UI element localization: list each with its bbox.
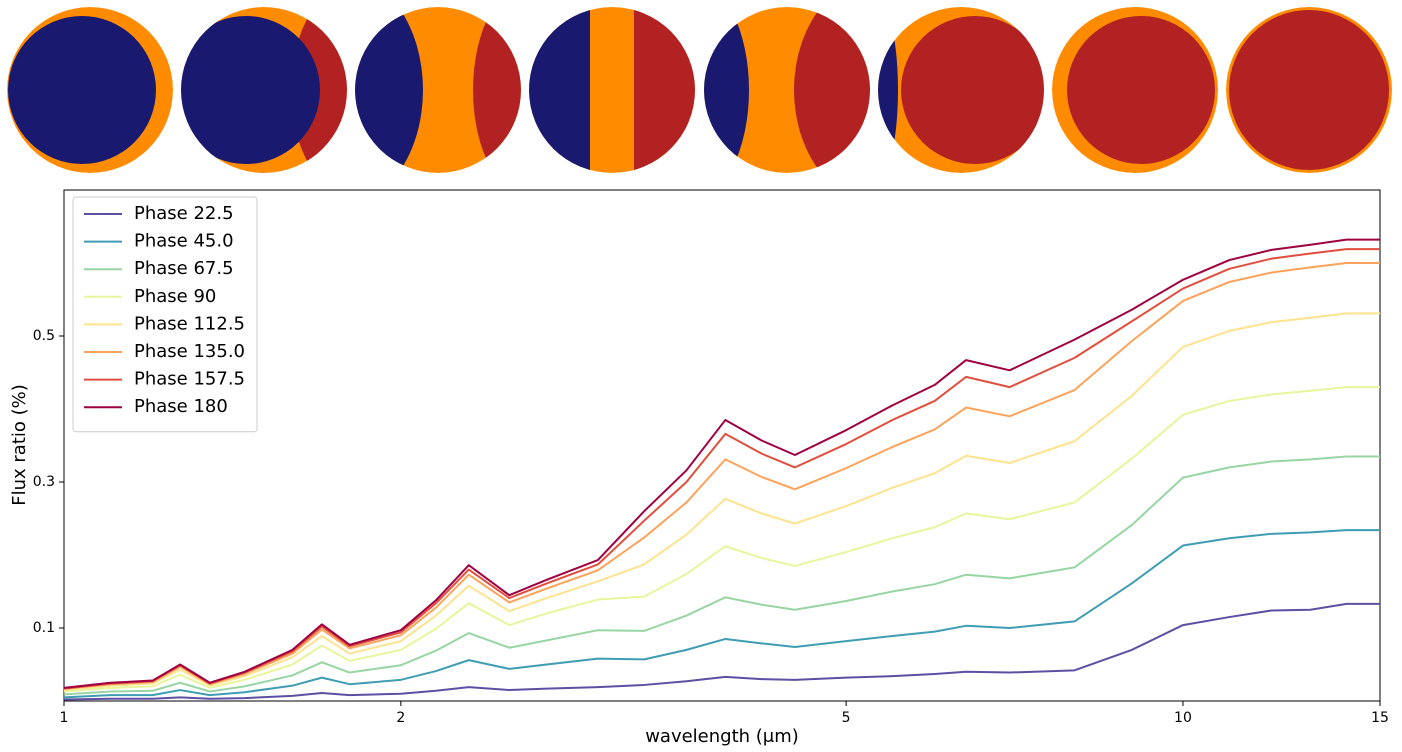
phase-disk [7, 7, 173, 173]
x-axis-label: wavelength (μm) [645, 726, 799, 747]
y-axis-label: Flux ratio (%) [9, 384, 30, 506]
disk-region [1229, 10, 1389, 170]
x-tick-label: 1 [60, 710, 69, 726]
disk-region [8, 16, 156, 164]
disk-region [901, 16, 1044, 164]
legend-label: Phase 180 [134, 396, 228, 417]
disk-region [181, 16, 320, 164]
legend-label: Phase 135.0 [134, 341, 245, 362]
series-line [63, 312, 1380, 692]
disk-region [1067, 16, 1215, 164]
legend-label: Phase 67.5 [134, 258, 234, 279]
series-line [63, 529, 1380, 699]
x-tick-label: 15 [1371, 710, 1389, 726]
series-line [63, 248, 1380, 690]
x-tick-label: 2 [396, 710, 405, 726]
disk-region [794, 7, 870, 173]
legend-label: Phase 157.5 [134, 369, 245, 390]
y-tick-label: 0.1 [33, 620, 55, 636]
disk-region [634, 7, 695, 173]
plot-frame [63, 189, 1381, 702]
phase-disk [181, 7, 347, 173]
phase-disk [529, 7, 695, 173]
phase-disk [1052, 7, 1218, 173]
series-line [63, 455, 1380, 696]
phase-disk [1226, 7, 1392, 173]
legend-label: Phase 22.5 [134, 203, 234, 224]
legend-label: Phase 45.0 [134, 231, 234, 252]
x-tick-label: 10 [1174, 710, 1192, 726]
y-tick-label: 0.3 [33, 474, 55, 490]
disk-region [291, 7, 347, 173]
disk-region [355, 7, 423, 173]
series-line [63, 602, 1380, 701]
legend-label: Phase 90 [134, 286, 216, 307]
series-line [63, 262, 1380, 690]
disk-region [529, 7, 590, 173]
legend: Phase 22.5 Phase 45.0 Phase 67.5 Phase 90 Ph… [72, 196, 258, 433]
legend-label: Phase 112.5 [134, 313, 245, 334]
series-line [63, 386, 1380, 693]
series-line [63, 238, 1380, 689]
phase-illustrations [7, 7, 1392, 173]
y-tick-label: 0.5 [33, 328, 55, 344]
x-tick-label: 5 [842, 710, 851, 726]
legend-box [72, 196, 258, 433]
